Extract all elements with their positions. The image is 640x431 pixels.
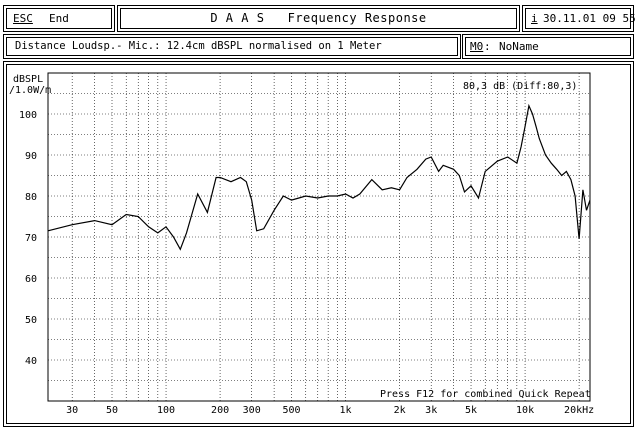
datetime: 30.11.01 09 55 xyxy=(543,12,636,25)
x-tick-label: 100 xyxy=(157,405,175,416)
level-readout: 80,3 dB (Diff:80,3) xyxy=(463,81,578,92)
x-tick-labels: 30 50 100 200 300 500 1k 2k 3k 5k 10k 20kHz xyxy=(66,405,594,416)
quick-repeat-hint: Press F12 for combined Quick Repeat xyxy=(380,389,591,400)
y-tick-label: 100 xyxy=(19,110,37,121)
y-axis-unit: /1.0W/m xyxy=(9,85,52,96)
description-bar: Distance Loudsp.- Mic.: 12.4cm dBSPL nor… xyxy=(3,34,461,59)
y-tick-label: 40 xyxy=(25,356,37,367)
title-bar: D A A S Frequency Response xyxy=(117,5,520,32)
x-tick-label: 2k xyxy=(394,405,406,416)
memory-name: NoName xyxy=(499,40,539,53)
x-tick-label: 20kHz xyxy=(564,405,594,416)
x-tick-label: 30 xyxy=(66,405,78,416)
x-tick-label: 5k xyxy=(465,405,477,416)
x-tick-label: 500 xyxy=(282,405,300,416)
memory-key: M0 xyxy=(470,40,484,53)
y-tick-label: 50 xyxy=(25,315,37,326)
page-title: D A A S Frequency Response xyxy=(210,11,427,25)
y-tick-label: 90 xyxy=(25,151,37,162)
y-axis-label: dBSPL xyxy=(13,74,44,85)
x-tick-label: 3k xyxy=(425,405,437,416)
measurement-description: Distance Loudsp.- Mic.: 12.4cm dBSPL nor… xyxy=(15,40,382,52)
datetime-box[interactable]: i 30.11.01 09 55 xyxy=(522,5,636,32)
memory-box[interactable]: M0 : NoName xyxy=(462,34,634,59)
esc-end-button[interactable]: ESC End xyxy=(3,5,115,32)
esc-label: End xyxy=(49,12,69,25)
series-line-response xyxy=(47,103,591,251)
info-key: i xyxy=(531,12,538,25)
y-tick-labels: 40 50 60 70 80 90 100 xyxy=(19,110,37,367)
plot-area xyxy=(47,72,591,402)
x-tick-label: 300 xyxy=(243,405,261,416)
y-tick-label: 70 xyxy=(25,233,37,244)
x-tick-label: 50 xyxy=(106,405,118,416)
x-tick-label: 10k xyxy=(516,405,534,416)
y-tick-label: 60 xyxy=(25,274,37,285)
chart-grid xyxy=(48,73,590,401)
y-tick-label: 80 xyxy=(25,192,37,203)
memory-separator: : xyxy=(484,40,491,53)
esc-key: ESC xyxy=(13,12,33,25)
chart-frame xyxy=(3,61,634,427)
x-tick-label: 200 xyxy=(211,405,229,416)
x-tick-label: 1k xyxy=(340,405,352,416)
note-background xyxy=(378,389,588,400)
